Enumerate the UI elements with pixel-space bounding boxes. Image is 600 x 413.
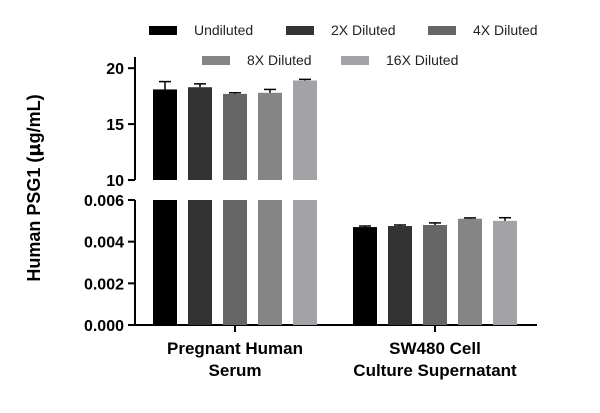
y-tick-label-upper-2: 20 (106, 61, 124, 78)
bar-0-2-upper (223, 93, 247, 180)
y-tick-label-lower-0: 0.000 (84, 318, 124, 335)
y-tick-label-upper-1: 15 (106, 117, 124, 134)
category-label-1-line-0: SW480 Cell (389, 339, 481, 358)
bar-0-2-lower (223, 200, 247, 325)
bar-0-0-lower (153, 200, 177, 325)
legend-swatch-1 (149, 26, 177, 35)
legend-swatch-3 (428, 26, 456, 35)
category-label-0-line-1: Serum (209, 361, 262, 380)
legend-label-4: 8X Diluted (247, 52, 312, 68)
y-axis-title-prefix: Human PSG1 ( (24, 157, 44, 282)
legend-label-2: 2X Diluted (331, 22, 396, 38)
category-labels: Pregnant Human Serum SW480 Cell Culture Sup… (167, 339, 517, 380)
y-axis-title-suffix: g/mL) (24, 94, 44, 143)
y-axis-title-mu: µ (24, 143, 45, 156)
y-tick-label-lower-1: 0.002 (84, 276, 124, 293)
y-tick-label-lower-2: 0.004 (84, 235, 124, 252)
bar-0-4-upper (293, 80, 317, 180)
category-label-1-line-1: Culture Supernatant (353, 361, 517, 380)
y-axis-title-group: Human PSG1 (µg/mL) (24, 94, 45, 281)
bar-1-0 (353, 227, 377, 325)
bar-0-3-upper (258, 92, 282, 180)
y-axis: 0.000 0.002 0.004 0.006 10 15 20 (84, 57, 136, 335)
bar-1-1 (388, 226, 412, 325)
y-tick-label-lower-3: 0.006 (84, 193, 124, 210)
y-tick-label-upper-0: 10 (106, 173, 124, 190)
bar-1-4 (493, 220, 517, 325)
legend-label-5: 16X Diluted (386, 52, 458, 68)
legend-swatch-2 (286, 26, 314, 35)
bar-0-1-upper (188, 87, 212, 180)
bar-1-3 (458, 218, 482, 325)
bar-0-4-lower (293, 200, 317, 325)
legend-swatch-4 (202, 56, 230, 65)
legend-swatch-5 (341, 56, 369, 65)
x-axis (134, 324, 537, 332)
legend: Undiluted 2X Diluted 4X Diluted 8X Diluted 1… (149, 22, 538, 68)
bar-0-1-lower (188, 200, 212, 325)
category-label-0-line-0: Pregnant Human (167, 339, 303, 358)
bars (153, 78, 517, 325)
legend-label-3: 4X Diluted (473, 22, 538, 38)
y-axis-title: Human PSG1 (µg/mL) (24, 94, 45, 281)
bar-1-2 (423, 225, 447, 325)
bar-0-0-upper (153, 89, 177, 180)
bar-0-3-lower (258, 200, 282, 325)
legend-label-1: Undiluted (194, 22, 253, 38)
